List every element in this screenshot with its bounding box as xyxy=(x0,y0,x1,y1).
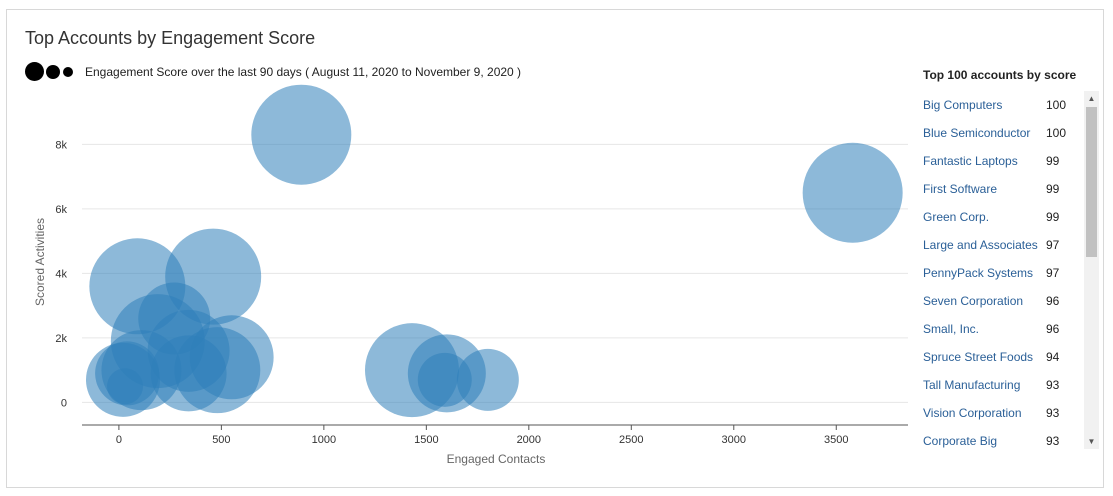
list-item: Big Computers 100 xyxy=(921,91,1077,119)
account-link[interactable]: Seven Corporation xyxy=(923,294,1024,308)
list-item: First Software 99 xyxy=(921,175,1077,203)
account-link[interactable]: Blue Semiconductor xyxy=(923,126,1031,140)
size-legend-icon xyxy=(25,62,77,82)
list-item: PennyPack Systems 97 xyxy=(921,259,1077,287)
x-tick-label: 0 xyxy=(116,434,122,446)
y-tick-label: 8k xyxy=(55,139,67,151)
bubble-point xyxy=(107,368,144,405)
list-item: Spruce Street Foods 94 xyxy=(921,343,1077,371)
x-tick-label: 1500 xyxy=(414,434,438,446)
x-tick-label: 3500 xyxy=(824,434,848,446)
account-score: 97 xyxy=(1046,238,1060,252)
y-tick-label: 6k xyxy=(55,204,67,216)
legend-dot-small xyxy=(63,67,73,77)
chart-title: Top Accounts by Engagement Score xyxy=(25,28,316,48)
account-link[interactable]: Small, Inc. xyxy=(923,322,980,336)
x-tick-label: 2500 xyxy=(619,434,643,446)
top-accounts-list[interactable]: Big Computers 100 Blue Semiconductor 100… xyxy=(921,91,1077,449)
side-panel-title: Top 100 accounts by score xyxy=(923,68,1077,82)
scroll-thumb[interactable] xyxy=(1086,107,1097,257)
size-legend: Engagement Score over the last 90 days (… xyxy=(25,62,521,82)
account-link[interactable]: Corporate Big xyxy=(923,434,998,448)
account-score: 96 xyxy=(1046,322,1060,336)
list-item: Vision Corporation 93 xyxy=(921,399,1077,427)
account-score: 93 xyxy=(1046,378,1060,392)
list-item: Blue Semiconductor 100 xyxy=(921,119,1077,147)
list-item: Green Corp. 99 xyxy=(921,203,1077,231)
x-tick-label: 3000 xyxy=(722,434,746,446)
account-score: 94 xyxy=(1046,350,1060,364)
list-item: Corporate Big 93 xyxy=(921,427,1077,449)
y-tick-label: 2k xyxy=(55,333,67,345)
account-link[interactable]: Fantastic Laptops xyxy=(923,154,1018,168)
legend-dot-large xyxy=(25,62,44,81)
bubble-point xyxy=(456,348,519,411)
account-score: 93 xyxy=(1046,406,1060,420)
list-item: Large and Associates 97 xyxy=(921,231,1077,259)
legend-label: Engagement Score over the last 90 days (… xyxy=(85,65,522,79)
x-tick-label: 1000 xyxy=(312,434,336,446)
legend-dot-medium xyxy=(46,65,60,79)
scroll-down-arrow-icon[interactable]: ▼ xyxy=(1087,437,1096,446)
account-link[interactable]: PennyPack Systems xyxy=(923,266,1034,280)
x-tick-label: 500 xyxy=(212,434,230,446)
account-score: 100 xyxy=(1046,98,1067,112)
x-tick-label: 2000 xyxy=(517,434,541,446)
bubbles xyxy=(85,84,903,418)
scroll-up-arrow-icon[interactable]: ▲ xyxy=(1087,94,1096,103)
account-score: 97 xyxy=(1046,266,1060,280)
list-item: Tall Manufacturing 93 xyxy=(921,371,1077,399)
list-item: Fantastic Laptops 99 xyxy=(921,147,1077,175)
x-axis-label: Engaged Contacts xyxy=(447,452,546,466)
axes: 0 2k 4k 6k 8k 0 500 1000 1500 2000 2500 3000 3500 xyxy=(55,139,908,446)
account-link[interactable]: Tall Manufacturing xyxy=(923,378,1021,392)
account-link[interactable]: First Software xyxy=(923,182,998,196)
bubble-point xyxy=(417,352,472,407)
y-tick-label: 4k xyxy=(55,268,67,280)
bubble-point xyxy=(802,142,903,243)
account-score: 100 xyxy=(1046,126,1067,140)
account-score: 99 xyxy=(1046,182,1060,196)
account-score: 99 xyxy=(1046,210,1060,224)
list-scrollbar[interactable]: ▲ ▼ xyxy=(1084,91,1099,449)
list-item: Seven Corporation 96 xyxy=(921,287,1077,315)
account-score: 99 xyxy=(1046,154,1060,168)
account-link[interactable]: Large and Associates xyxy=(923,238,1038,252)
account-score: 93 xyxy=(1046,434,1060,448)
account-link[interactable]: Green Corp. xyxy=(923,210,990,224)
account-link[interactable]: Big Computers xyxy=(923,98,1003,112)
y-tick-label: 0 xyxy=(61,397,67,409)
account-link[interactable]: Spruce Street Foods xyxy=(923,350,1034,364)
list-item: Small, Inc. 96 xyxy=(921,315,1077,343)
account-score: 96 xyxy=(1046,294,1060,308)
y-axis-label: Scored Activities xyxy=(33,218,47,306)
bubble-point xyxy=(251,84,352,185)
account-link[interactable]: Vision Corporation xyxy=(923,406,1022,420)
